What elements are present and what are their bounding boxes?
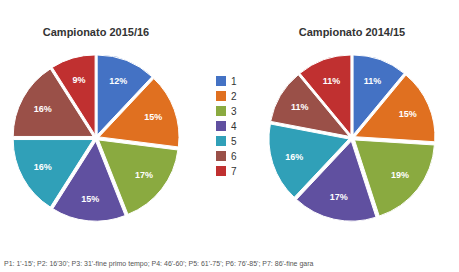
data-label: 15% [399, 109, 417, 119]
legend-swatch [216, 106, 226, 116]
data-label: 11% [291, 102, 309, 112]
legend-swatch [216, 166, 226, 176]
legend-swatch [216, 136, 226, 146]
pie [269, 55, 435, 221]
title: Campionato 2015/16 [43, 26, 149, 38]
chart: Campionato 2015/16 12% 15% 17% 15% 16% 16% 9% 1 2… [0, 0, 459, 272]
slice [269, 124, 349, 197]
data-label: 15% [81, 194, 99, 204]
data-label: 16% [34, 162, 52, 172]
legend-label: 2 [231, 91, 237, 102]
data-label: 15% [144, 112, 162, 122]
data-label: 11% [364, 76, 382, 86]
pie [13, 55, 179, 221]
data-label: 16% [285, 152, 303, 162]
data-label: 19% [391, 170, 409, 180]
legend-label: 3 [231, 106, 237, 117]
data-label: 11% [323, 76, 341, 86]
data-label: 9% [73, 75, 86, 85]
legend-swatch [216, 121, 226, 131]
data-label: 17% [330, 192, 348, 202]
legend-label: 7 [231, 166, 237, 177]
legend-label: 5 [231, 136, 237, 147]
legend-swatch [216, 91, 226, 101]
data-label: 12% [109, 76, 127, 86]
title: Campionato 2014/15 [299, 26, 405, 38]
slice [52, 55, 95, 135]
legend-label: 6 [231, 151, 237, 162]
footnote: P1: 1'-15'; P2: 16'30'; P3: 31'-fine pri… [4, 260, 314, 268]
legend-label: 1 [231, 76, 237, 87]
data-label: 17% [135, 170, 153, 180]
slice [99, 79, 179, 147]
slice [355, 75, 435, 142]
legend-label: 4 [231, 121, 237, 132]
legend-swatch [216, 76, 226, 86]
legend: 1 2 3 4 5 6 7 [216, 76, 237, 177]
data-label: 16% [34, 104, 52, 114]
legend-swatch [216, 151, 226, 161]
slice [300, 55, 351, 135]
